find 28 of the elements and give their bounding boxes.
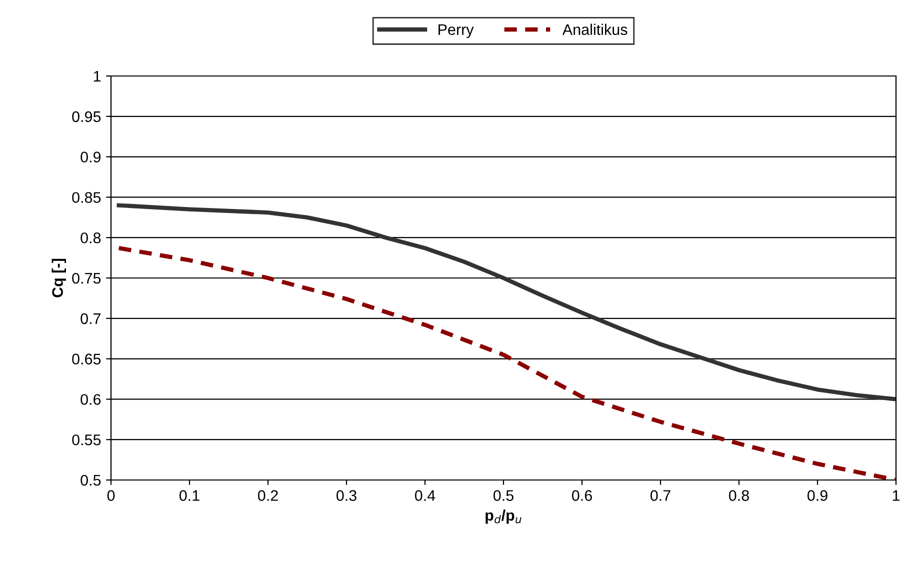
x-tick-label: 0.4 (414, 490, 436, 501)
y-tick-label: 0.9 (80, 152, 101, 162)
y-tick-label: 0.7 (80, 313, 101, 324)
x-tick-label: 0.2 (258, 490, 278, 501)
legend-label: Perry (438, 24, 474, 38)
line-series (116, 203, 896, 402)
x-tick-label: 0.9 (807, 490, 828, 501)
y-tick-label: 1 (94, 71, 101, 82)
line-series (116, 246, 896, 480)
x-tick-label: 0.6 (572, 490, 592, 501)
legend-label: Analitikus (562, 24, 628, 35)
y-tick-label: 0.75 (72, 272, 101, 284)
y-tick-label: 0.5 (80, 474, 101, 486)
y-tick-label: 0.6 (80, 394, 101, 405)
x-tick-label: 0.1 (179, 490, 200, 501)
y-tick-label: 0.65 (72, 354, 101, 364)
x-tick-label: 0.8 (728, 490, 749, 501)
y-tick-label: 0.55 (72, 434, 101, 446)
x-tick-label: 0.5 (493, 490, 514, 501)
x-tick-label: 0.7 (650, 490, 670, 501)
y-tick-label: 0.95 (72, 111, 101, 122)
x-tick-label: 0 (107, 490, 115, 501)
y-axis-title: Cq [-] (52, 258, 66, 298)
x-tick-label: 1 (892, 490, 900, 501)
y-tick-label: 0.8 (80, 232, 101, 244)
x-axis-title: p$_{d}$/p$_{u}$ (486, 510, 522, 524)
x-tick-label: 0.3 (336, 490, 356, 501)
y-tick-label: 0.85 (72, 192, 101, 203)
